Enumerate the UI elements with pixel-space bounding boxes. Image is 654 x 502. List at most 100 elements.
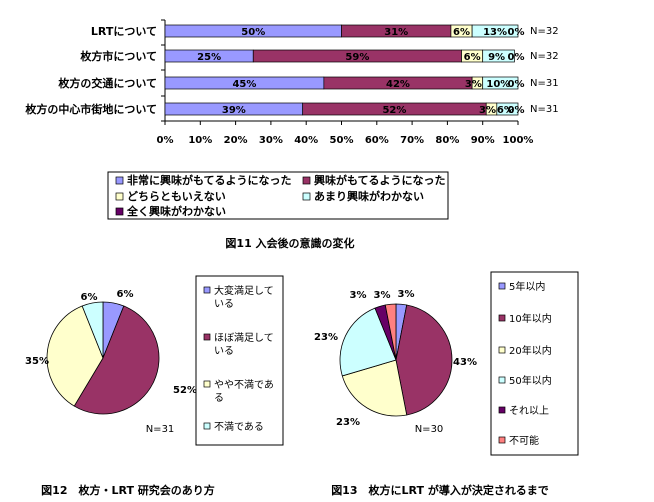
pie-legend-label: 10年以内 (509, 312, 552, 325)
pie-legend-swatch (498, 436, 506, 444)
bar-value-label: 6% (453, 27, 470, 38)
pie-legend-swatch (498, 314, 506, 322)
x-tick-label: 40% (294, 135, 318, 146)
legend-label: 非常に興味がもてるようになった (127, 173, 292, 187)
bar-value-label: 52% (382, 105, 406, 116)
category-label: 枚方市について (80, 49, 157, 63)
pie-value-label: 35% (25, 356, 49, 367)
pie-legend-label: 20年以内 (509, 344, 552, 357)
bar-value-label: 13% (483, 27, 507, 38)
bar-value-label: 3% (465, 79, 482, 90)
bar-segment (496, 102, 519, 116)
figure-caption: 図12 枚方・LRT 研究会のあり方 (41, 483, 215, 497)
bar-value-label: 31% (384, 27, 408, 38)
pie-legend-label: 不可能 (509, 434, 539, 447)
legend-label: 興味がもてるようになった (314, 173, 446, 187)
bar-value-label: 6% (464, 52, 481, 63)
x-tick-label: 60% (365, 135, 389, 146)
bar-value-label: 6% (497, 105, 514, 116)
legend-box (107, 171, 449, 220)
bar-value-label: 0% (508, 52, 525, 63)
pie-value-label: 3% (350, 290, 367, 301)
pie-legend-label: 大変満足して (214, 284, 274, 297)
bar-value-label: 50% (241, 27, 265, 38)
pie-legend-label: 不満である (214, 421, 264, 433)
bar-value-label: 59% (345, 52, 369, 63)
pie-legend-box (490, 271, 579, 456)
pie-legend-label: いる (214, 345, 234, 357)
bar-value-label: 42% (386, 79, 410, 90)
x-tick-label: 80% (435, 135, 459, 146)
legend-swatch (302, 192, 311, 201)
pie-value-label: 43% (453, 357, 477, 368)
pie-value-label: 23% (336, 417, 360, 428)
category-label: LRTについて (91, 25, 157, 38)
pie-slice (339, 307, 397, 377)
pie-slice (384, 303, 397, 361)
legend-label: あまり興味がわかない (314, 189, 424, 203)
pie-legend-swatch (498, 406, 506, 414)
n-label: N=31 (146, 424, 175, 435)
x-tick-label: 100% (503, 135, 534, 146)
pie-slice (46, 305, 104, 407)
category-label: 枚方の中心市街地について (25, 102, 157, 116)
bar-segment (482, 49, 515, 63)
pie-legend-swatch (498, 282, 506, 290)
x-tick-label: 20% (224, 135, 248, 146)
legend-label: 全く興味がわかない (126, 204, 226, 218)
x-tick-label: 70% (400, 135, 424, 146)
pie-legend-label: ほぼ満足して (214, 332, 274, 344)
pie-legend-label: やや不満であ (214, 379, 274, 391)
pie-legend-swatch (498, 346, 506, 354)
x-tick-label: 50% (330, 135, 354, 146)
pie-legend-label: る (214, 392, 224, 404)
n-label: N=32 (530, 51, 559, 62)
pie-legend-label: 50年以内 (509, 374, 552, 387)
pie-legend-label: 5年以内 (509, 280, 545, 293)
pie-legend-label: それ以上 (509, 405, 549, 417)
pie-legend-label: いる (214, 298, 234, 310)
bar-segment (482, 76, 519, 90)
bar-value-label: 0% (508, 79, 525, 90)
category-label: 枚方の交通について (58, 76, 157, 90)
pie-value-label: 23% (314, 332, 338, 343)
bar-value-label: 25% (197, 52, 221, 63)
n-label: N=32 (530, 26, 559, 37)
pie-value-label: 3% (374, 290, 391, 301)
bar-value-label: 0% (508, 27, 525, 38)
bar-segment (471, 24, 519, 38)
x-tick-label: 0% (157, 135, 174, 146)
pie-slice (73, 305, 160, 415)
n-label: N=30 (415, 424, 444, 435)
legend-swatch (115, 192, 124, 201)
pie-slice (395, 304, 453, 416)
pie-legend-swatch (203, 422, 211, 430)
legend-label: どちらともいえない (127, 190, 226, 203)
legend-swatch (302, 176, 311, 185)
pie-legend-swatch (498, 376, 506, 384)
pie-value-label: 6% (117, 289, 134, 300)
pie-value-label: 6% (81, 292, 98, 303)
pie-legend-swatch (203, 333, 211, 341)
pie-value-label: 3% (398, 289, 415, 300)
pie-legend-swatch (203, 286, 211, 294)
bar-value-label: 10% (486, 79, 510, 90)
bar-value-label: 45% (232, 79, 256, 90)
pie-value-label: 52% (173, 385, 197, 396)
figure-caption: 図11 入会後の意識の変化 (225, 236, 354, 250)
bar-value-label: 9% (488, 52, 505, 63)
pie-legend-box (195, 275, 284, 446)
x-tick-label: 10% (188, 135, 212, 146)
n-label: N=31 (530, 78, 559, 89)
bar-value-label: 0% (508, 105, 525, 116)
x-tick-label: 90% (471, 135, 495, 146)
legend-swatch (115, 207, 124, 216)
pie-legend-swatch (203, 380, 211, 388)
x-tick-label: 30% (259, 135, 283, 146)
legend-swatch (115, 176, 124, 185)
figure-caption: 図13 枚方にLRT が導入が決定されるまで (331, 483, 549, 497)
pie-slice (81, 301, 104, 359)
bar-value-label: 39% (222, 105, 246, 116)
n-label: N=31 (530, 104, 559, 115)
